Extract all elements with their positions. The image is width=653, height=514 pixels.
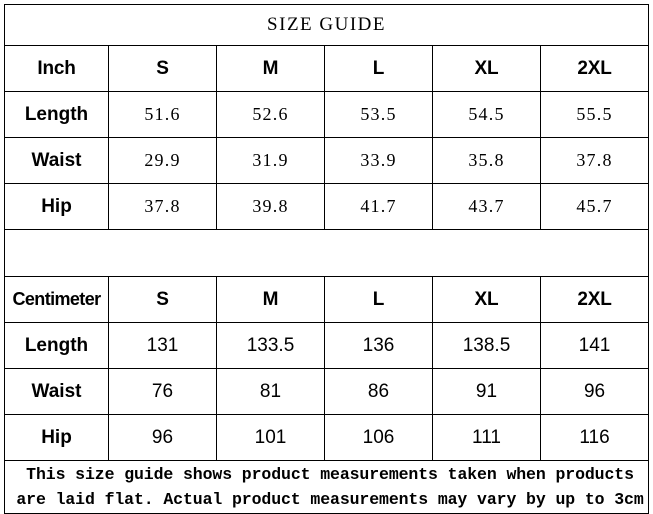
- centimeter-hip-2xl: 116: [539, 414, 650, 461]
- size-guide-sheet: SIZE GUIDE Inch S M L XL: [3, 4, 650, 514]
- centimeter-unit-header: Centimeter: [4, 276, 109, 323]
- centimeter-length-l: 136: [324, 322, 433, 369]
- inch-length-xl: 54.5: [432, 91, 541, 138]
- centimeter-waist-s: 76: [108, 368, 217, 415]
- title-cell: SIZE GUIDE: [3, 4, 650, 46]
- inch-length-m: 52.6: [216, 91, 325, 138]
- page-title: SIZE GUIDE: [267, 14, 386, 35]
- centimeter-length-2xl: 141: [539, 322, 650, 369]
- inch-length-2xl: 55.5: [539, 91, 650, 138]
- inch-hip-xl: 43.7: [432, 183, 541, 230]
- inch-size-header-l: L: [324, 45, 433, 92]
- size-guide-note: This size guide shows product measuremen…: [6, 462, 648, 512]
- inch-waist-m: 31.9: [216, 137, 325, 184]
- inch-hip-m: 39.8: [216, 183, 325, 230]
- table-separator-row: [3, 229, 650, 277]
- inch-waist-2xl: 37.8: [539, 137, 650, 184]
- table-row: Hip 37.8 39.8 41.7 43.7 45.7: [4, 183, 650, 230]
- size-guide-table: SIZE GUIDE Inch S M L XL: [3, 4, 650, 514]
- centimeter-waist-m: 81: [216, 368, 325, 415]
- inch-size-header-s: S: [108, 45, 217, 92]
- inch-waist-l: 33.9: [324, 137, 433, 184]
- centimeter-size-header-m: M: [216, 276, 325, 323]
- inch-size-header-m: M: [216, 45, 325, 92]
- inch-hip-s: 37.8: [108, 183, 217, 230]
- centimeter-hip-l: 106: [324, 414, 433, 461]
- size-guide-note-cell: This size guide shows product measuremen…: [3, 460, 650, 514]
- inch-hip-l: 41.7: [324, 183, 433, 230]
- size-guide-note-row: This size guide shows product measuremen…: [3, 460, 650, 514]
- inch-waist-s: 29.9: [108, 137, 217, 184]
- table-row: Waist 29.9 31.9 33.9 35.8 37.8: [4, 137, 650, 184]
- inch-hip-2xl: 45.7: [539, 183, 650, 230]
- table-row: Length 131 133.5 136 138.5 141: [4, 322, 650, 369]
- centimeter-size-header-s: S: [108, 276, 217, 323]
- centimeter-row-label-length: Length: [4, 322, 109, 369]
- note-line-1: This size guide shows product measuremen…: [26, 465, 634, 484]
- centimeter-hip-xl: 111: [432, 414, 541, 461]
- centimeter-length-xl: 138.5: [432, 322, 541, 369]
- table-row: Hip 96 101 106 111 116: [4, 414, 650, 461]
- centimeter-size-header-2xl: 2XL: [539, 276, 650, 323]
- centimeter-hip-s: 96: [108, 414, 217, 461]
- inch-row-label-hip: Hip: [4, 183, 109, 230]
- inch-header-row: Inch S M L XL 2XL: [4, 45, 650, 92]
- centimeter-header-row: Centimeter S M L XL 2XL: [4, 276, 650, 323]
- centimeter-hip-m: 101: [216, 414, 325, 461]
- inch-length-l: 53.5: [324, 91, 433, 138]
- centimeter-size-header-l: L: [324, 276, 433, 323]
- table-row: Waist 76 81 86 91 96: [4, 368, 650, 415]
- inch-row-label-waist: Waist: [4, 137, 109, 184]
- inch-row-label-length: Length: [4, 91, 109, 138]
- centimeter-waist-xl: 91: [432, 368, 541, 415]
- title-row: SIZE GUIDE: [3, 4, 650, 46]
- inch-waist-xl: 35.8: [432, 137, 541, 184]
- inch-size-header-xl: XL: [432, 45, 541, 92]
- centimeter-row-label-hip: Hip: [4, 414, 109, 461]
- centimeter-size-header-xl: XL: [432, 276, 541, 323]
- table-row: Length 51.6 52.6 53.5 54.5 55.5: [4, 91, 650, 138]
- centimeter-row-label-waist: Waist: [4, 368, 109, 415]
- centimeter-waist-l: 86: [324, 368, 433, 415]
- inch-size-header-2xl: 2XL: [539, 45, 650, 92]
- note-line-2: are laid flat. Actual product measuremen…: [16, 490, 644, 509]
- centimeter-length-m: 133.5: [216, 322, 325, 369]
- centimeter-waist-2xl: 96: [539, 368, 650, 415]
- inch-unit-header: Inch: [4, 45, 109, 92]
- table-separator-cell: [3, 229, 650, 277]
- centimeter-length-s: 131: [108, 322, 217, 369]
- inch-length-s: 51.6: [108, 91, 217, 138]
